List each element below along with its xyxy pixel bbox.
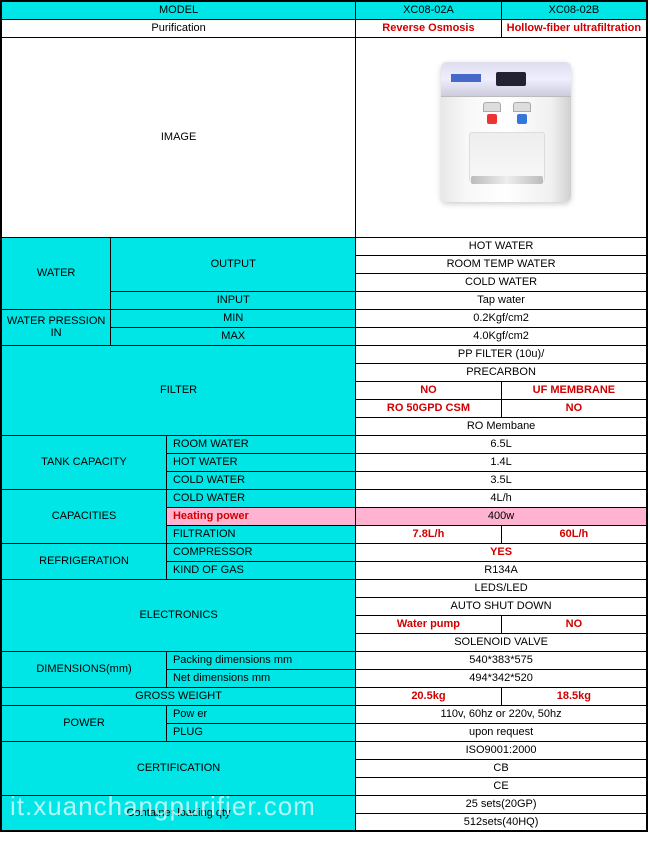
loading-40hq: 512sets(40HQ) (356, 813, 647, 831)
tank-room-k: ROOM WATER (166, 435, 355, 453)
cap-cold-k: COLD WATER (166, 489, 355, 507)
cert-iso: ISO9001:2000 (356, 741, 647, 759)
power-k: Pow er (166, 705, 355, 723)
loading-20gp: 25 sets(20GP) (356, 795, 647, 813)
packing-v: 540*383*575 (356, 651, 647, 669)
power-v: 110v, 60hz or 220v, 50hz (356, 705, 647, 723)
capacities-label: CAPACITIES (1, 489, 166, 543)
product-image-cell (356, 37, 647, 237)
plug-k: PLUG (166, 723, 355, 741)
output-room: ROOM TEMP WATER (356, 255, 647, 273)
filter-pp: PP FILTER (10u)/ (356, 345, 647, 363)
tank-room-v: 6.5L (356, 435, 647, 453)
elec-auto: AUTO SHUT DOWN (356, 597, 647, 615)
compressor-v: YES (356, 543, 647, 561)
max-label: MAX (111, 327, 356, 345)
tank-label: TANK CAPACITY (1, 435, 166, 489)
min-val: 0.2Kgf/cm2 (356, 309, 647, 327)
filter-3b: UF MEMBRANE (501, 381, 647, 399)
filter-3a: NO (356, 381, 502, 399)
weight-b: 18.5kg (501, 687, 647, 705)
purification-a: Reverse Osmosis (356, 19, 502, 37)
water-dispenser-image (401, 52, 601, 222)
weight-a: 20.5kg (356, 687, 502, 705)
output-label: OUTPUT (111, 237, 356, 291)
model-header: MODEL (1, 1, 356, 19)
packing-k: Packing dimensions mm (166, 651, 355, 669)
output-hot: HOT WATER (356, 237, 647, 255)
pump-k: Water pump (356, 615, 502, 633)
tank-hot-v: 1.4L (356, 453, 647, 471)
gas-k: KIND OF GAS (166, 561, 355, 579)
water-label: WATER (1, 237, 111, 309)
solenoid: SOLENOID VALVE (356, 633, 647, 651)
min-label: MIN (111, 309, 356, 327)
cap-heat-v: 400w (356, 507, 647, 525)
power-label: POWER (1, 705, 166, 741)
cap-cold-v: 4L/h (356, 489, 647, 507)
max-val: 4.0Kgf/cm2 (356, 327, 647, 345)
model-a: XC08-02A (356, 1, 502, 19)
dim-label: DIMENSIONS(mm) (1, 651, 166, 687)
cap-filt-k: FILTRATION (166, 525, 355, 543)
filter-precarbon: PRECARBON (356, 363, 647, 381)
purification-label: Purification (1, 19, 356, 37)
compressor-k: COMPRESSOR (166, 543, 355, 561)
electronics-label: ELECTRONICS (1, 579, 356, 651)
model-b: XC08-02B (501, 1, 647, 19)
pressure-label: WATER PRESSION IN (1, 309, 111, 345)
input-val: Tap water (356, 291, 647, 309)
filter-4b: NO (501, 399, 647, 417)
purification-b: Hollow-fiber ultrafiltration (501, 19, 647, 37)
plug-v: upon request (356, 723, 647, 741)
weight-label: GROSS WEIGHT (1, 687, 356, 705)
refrig-label: REFRIGERATION (1, 543, 166, 579)
cert-cb: CB (356, 759, 647, 777)
tank-cold-k: COLD WATER (166, 471, 355, 489)
cert-label: CERTIFICATION (1, 741, 356, 795)
net-v: 494*342*520 (356, 669, 647, 687)
net-k: Net dimensions mm (166, 669, 355, 687)
cert-ce: CE (356, 777, 647, 795)
filter-label: FILTER (1, 345, 356, 435)
output-cold: COLD WATER (356, 273, 647, 291)
tank-cold-v: 3.5L (356, 471, 647, 489)
pump-v: NO (501, 615, 647, 633)
loading-label: Container loading qty (1, 795, 356, 831)
spec-table: MODEL XC08-02A XC08-02B Purification Rev… (0, 0, 648, 832)
input-label: INPUT (111, 291, 356, 309)
gas-v: R134A (356, 561, 647, 579)
cap-filt-a: 7.8L/h (356, 525, 502, 543)
cap-heat-k: Heating power (166, 507, 355, 525)
filter-ro: RO Membane (356, 417, 647, 435)
elec-leds: LEDS/LED (356, 579, 647, 597)
image-label: IMAGE (1, 37, 356, 237)
cap-filt-b: 60L/h (501, 525, 647, 543)
tank-hot-k: HOT WATER (166, 453, 355, 471)
filter-4a: RO 50GPD CSM (356, 399, 502, 417)
